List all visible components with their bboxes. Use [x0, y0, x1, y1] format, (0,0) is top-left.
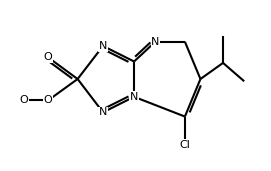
Text: N: N [151, 37, 159, 47]
Text: N: N [130, 92, 138, 102]
Text: Cl: Cl [179, 140, 190, 150]
Text: N: N [99, 41, 107, 51]
Text: O: O [20, 95, 28, 106]
Text: O: O [44, 52, 52, 62]
Text: O: O [44, 95, 52, 106]
Text: N: N [99, 107, 107, 117]
